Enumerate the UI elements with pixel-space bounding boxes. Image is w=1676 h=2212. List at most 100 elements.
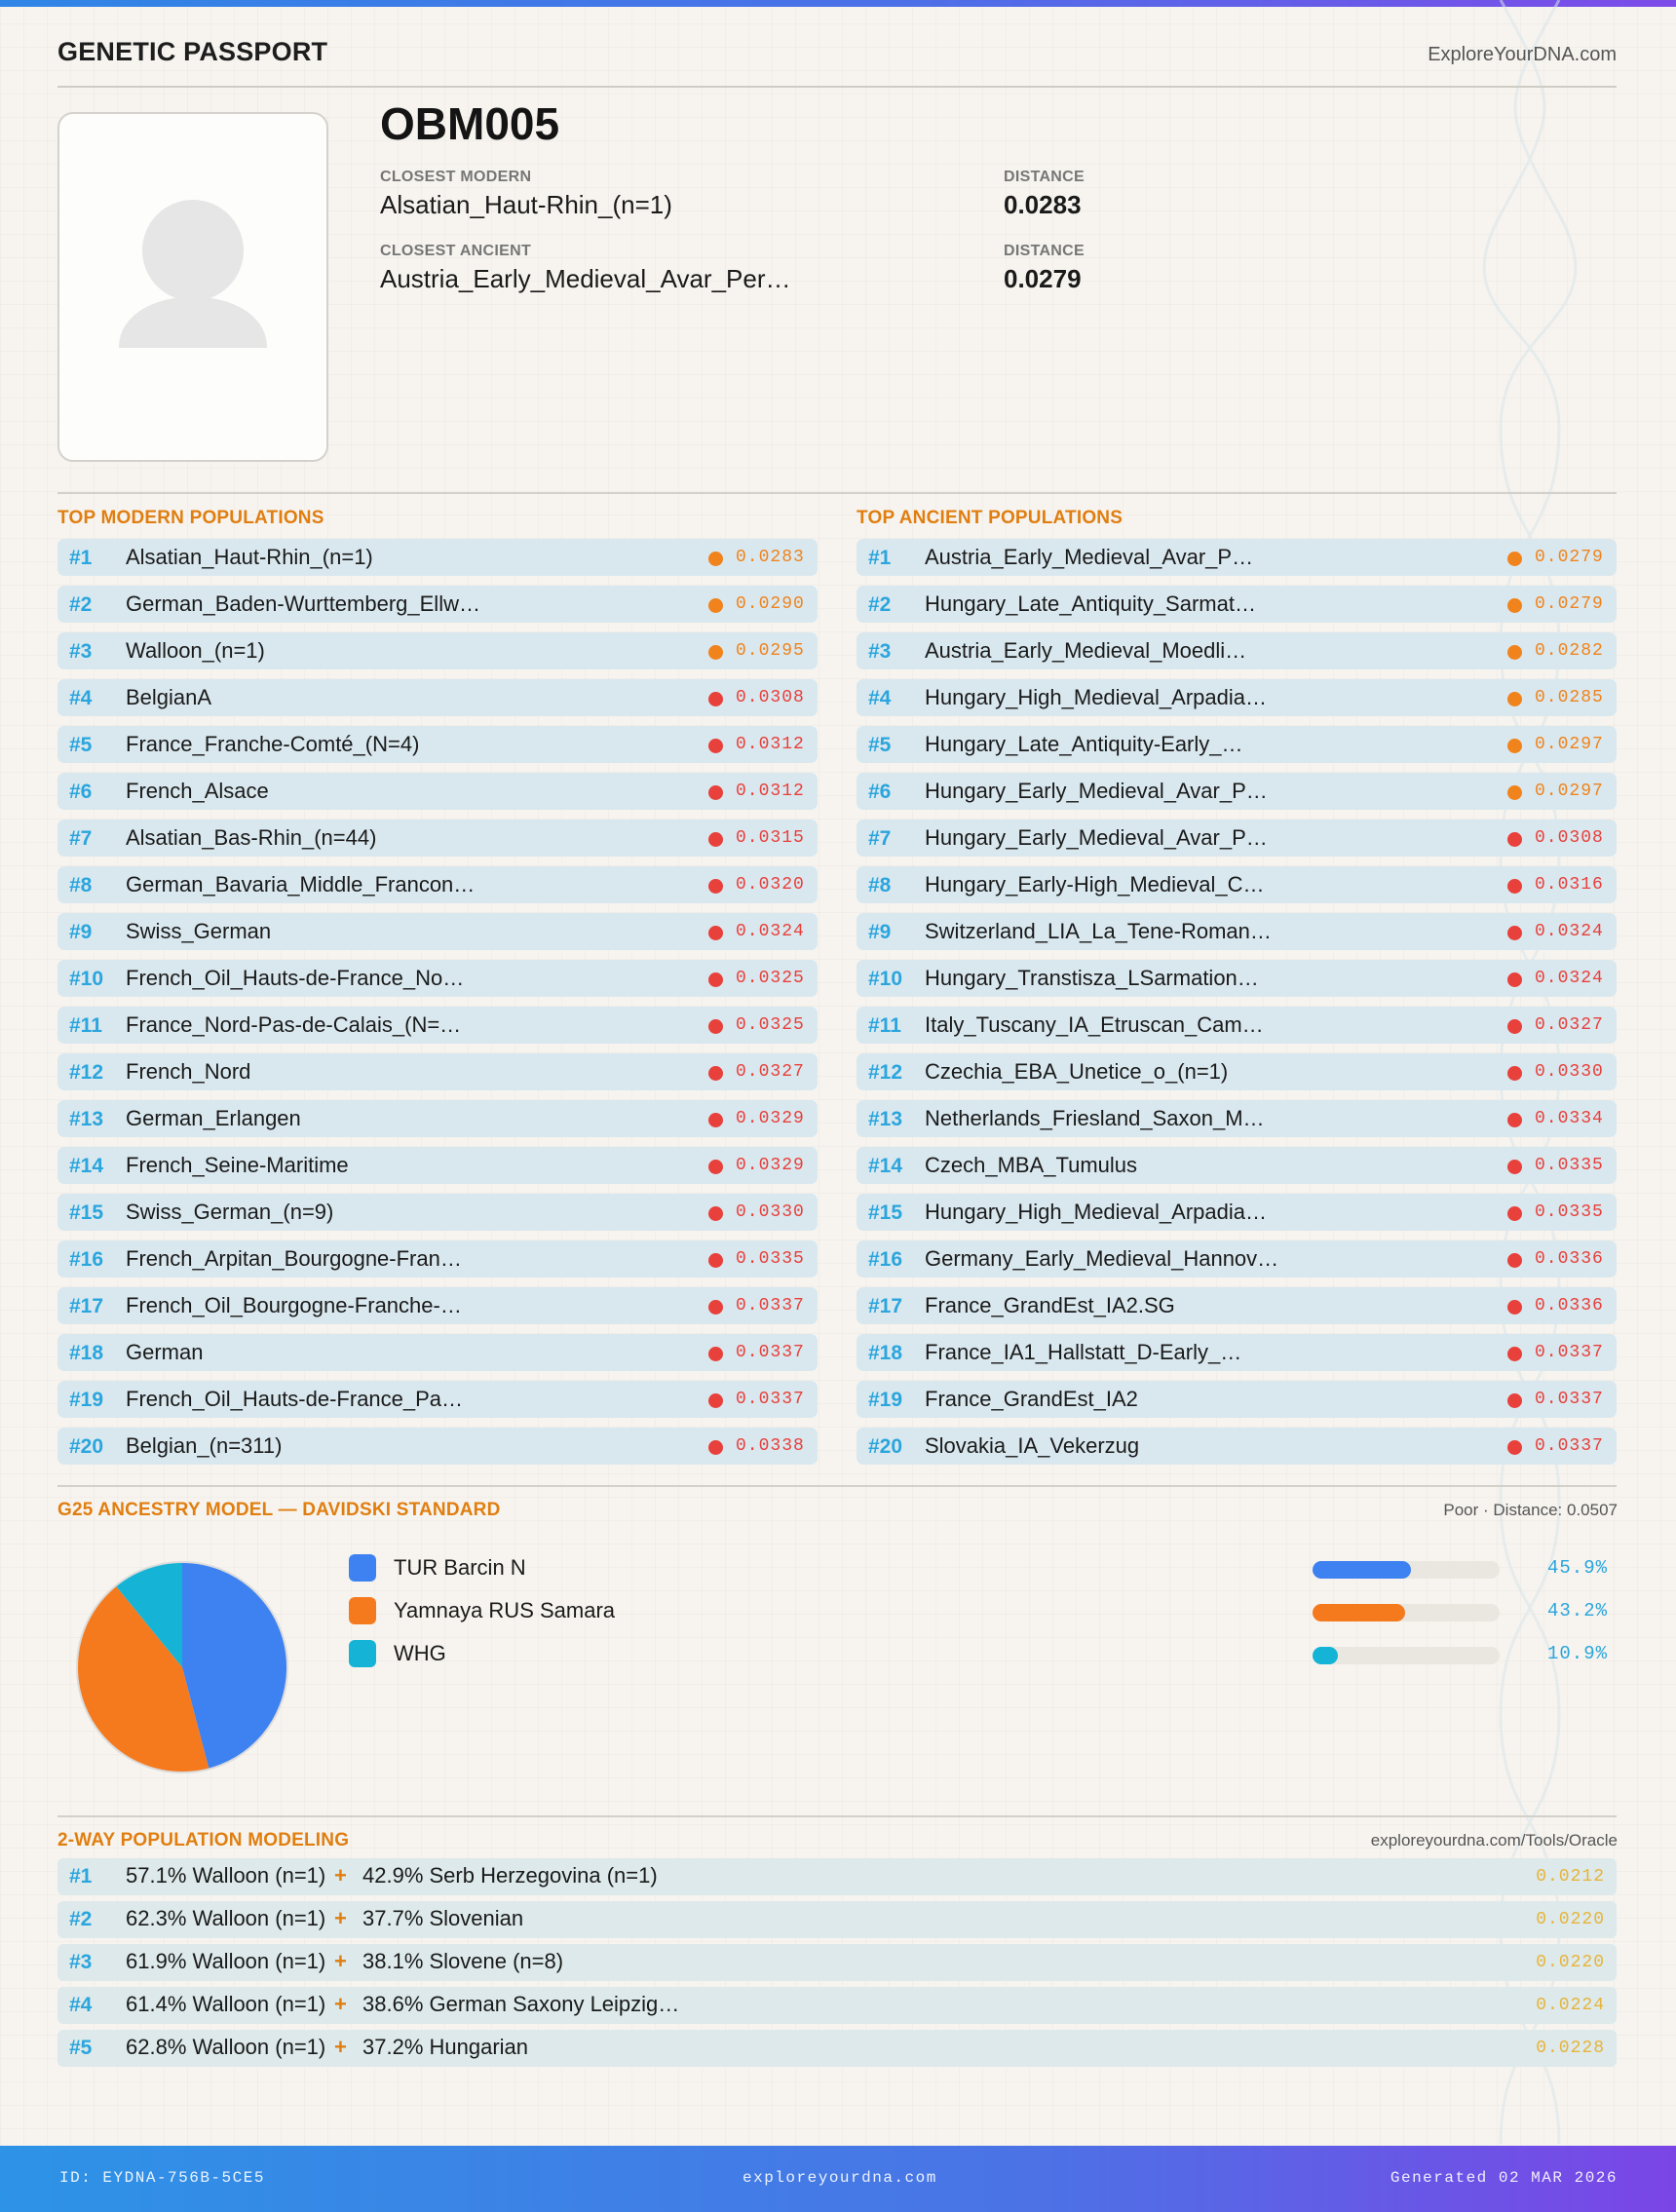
passport-header: GENETIC PASSPORT ExploreYourDNA.com [57, 33, 1617, 88]
population-name: Hungary_High_Medieval_Arpadia… [925, 685, 1267, 709]
population-row[interactable]: #9 Swiss_German 0.0324 [57, 913, 818, 950]
population-row[interactable]: #14 Czech_MBA_Tumulus 0.0335 [857, 1147, 1617, 1184]
population-row[interactable]: #15 Hungary_High_Medieval_Arpadia… 0.0335 [857, 1194, 1617, 1231]
model-row[interactable]: #1 57.1% Walloon (n=1) +42.9% Serb Herzego… [57, 1858, 1617, 1895]
population-name: Germany_Early_Medieval_Hannov… [925, 1246, 1279, 1271]
population-row[interactable]: #17 French_Oil_Bourgogne-Franche-… 0.0337 [57, 1287, 818, 1324]
footer-site[interactable]: exploreyourdna.com [743, 2169, 937, 2187]
distance-value: 0.0334 [1535, 1109, 1604, 1128]
population-row[interactable]: #8 Hungary_Early-High_Medieval_C… 0.0316 [857, 866, 1617, 903]
population-row[interactable]: #18 France_IA1_Hallstatt_D-Early_… 0.0337 [857, 1334, 1617, 1371]
distance-value: 0.0327 [1535, 1015, 1604, 1035]
distance-value: 0.0329 [736, 1156, 805, 1175]
distance-indicator-dot [1507, 1440, 1522, 1455]
model-row[interactable]: #2 62.3% Walloon (n=1) +37.7% Slovenian 0.0… [57, 1901, 1617, 1938]
two-way-model-list: #1 57.1% Walloon (n=1) +42.9% Serb Herzego… [57, 1858, 1617, 2073]
population-row[interactable]: #10 Hungary_Transtisza_LSarmation… 0.0324 [857, 960, 1617, 997]
percentage-bar-track [1313, 1561, 1500, 1579]
model-row[interactable]: #3 61.9% Walloon (n=1) +38.1% Slovene (n=8… [57, 1944, 1617, 1981]
population-row[interactable]: #12 French_Nord 0.0327 [57, 1053, 818, 1090]
population-name: Hungary_Early_Medieval_Avar_P… [925, 825, 1268, 850]
rank-number: #11 [69, 1014, 102, 1037]
rank-number: #19 [69, 1389, 104, 1411]
rank-number: #1 [69, 547, 93, 569]
population-name: Hungary_Early-High_Medieval_C… [925, 872, 1265, 896]
population-name: Netherlands_Friesland_Saxon_M… [925, 1106, 1265, 1130]
population-row[interactable]: #1 Alsatian_Haut-Rhin_(n=1) 0.0283 [57, 539, 818, 576]
model-row[interactable]: #4 61.4% Walloon (n=1) +38.6% German Saxon… [57, 1987, 1617, 2024]
rank-number: #18 [69, 1342, 104, 1364]
distance-value: 0.0327 [736, 1062, 805, 1082]
population-row[interactable]: #6 French_Alsace 0.0312 [57, 773, 818, 810]
population-row[interactable]: #3 Austria_Early_Medieval_Moedli… 0.0282 [857, 632, 1617, 669]
population-row[interactable]: #13 Netherlands_Friesland_Saxon_M… 0.0334 [857, 1100, 1617, 1137]
population-row[interactable]: #5 France_Franche-Comté_(N=4) 0.0312 [57, 726, 818, 763]
rank-number: #1 [868, 547, 892, 569]
population-name: Austria_Early_Medieval_Avar_P… [925, 545, 1254, 569]
population-row[interactable]: #14 French_Seine-Maritime 0.0329 [57, 1147, 818, 1184]
population-row[interactable]: #9 Switzerland_LIA_La_Tene-Roman… 0.0324 [857, 913, 1617, 950]
population-row[interactable]: #8 German_Bavaria_Middle_Francon… 0.0320 [57, 866, 818, 903]
population-name: France_Nord-Pas-de-Calais_(N=… [126, 1012, 462, 1037]
population-row[interactable]: #13 German_Erlangen 0.0329 [57, 1100, 818, 1137]
population-row[interactable]: #6 Hungary_Early_Medieval_Avar_P… 0.0297 [857, 773, 1617, 810]
population-row[interactable]: #7 Hungary_Early_Medieval_Avar_P… 0.0308 [857, 820, 1617, 857]
rank-number: #12 [868, 1061, 903, 1084]
distance-value: 0.0297 [1535, 782, 1604, 801]
population-row[interactable]: #19 France_GrandEst_IA2 0.0337 [857, 1381, 1617, 1418]
population-row[interactable]: #11 Italy_Tuscany_IA_Etruscan_Cam… 0.0327 [857, 1007, 1617, 1044]
distance-value: 0.0337 [736, 1296, 805, 1316]
model-distance: 0.0228 [1536, 2039, 1605, 2058]
distance-indicator-dot [708, 739, 723, 753]
population-row[interactable]: #18 German 0.0337 [57, 1334, 818, 1371]
plus-sign: + [334, 1992, 347, 2016]
distance-indicator-dot [708, 645, 723, 660]
population-name: Hungary_Late_Antiquity-Early_… [925, 732, 1243, 756]
population-row[interactable]: #4 Hungary_High_Medieval_Arpadia… 0.0285 [857, 679, 1617, 716]
population-row[interactable]: #4 BelgianA 0.0308 [57, 679, 818, 716]
rank-number: #3 [69, 640, 93, 663]
population-row[interactable]: #20 Slovakia_IA_Vekerzug 0.0337 [857, 1428, 1617, 1465]
rank-number: #6 [69, 781, 93, 803]
population-name: France_Franche-Comté_(N=4) [126, 732, 420, 756]
population-row[interactable]: #5 Hungary_Late_Antiquity-Early_… 0.0297 [857, 726, 1617, 763]
population-row[interactable]: #20 Belgian_(n=311) 0.0338 [57, 1428, 818, 1465]
population-row[interactable]: #19 French_Oil_Hauts-de-France_Pa… 0.0337 [57, 1381, 818, 1418]
population-name: French_Oil_Bourgogne-Franche-… [126, 1293, 462, 1317]
population-name: German_Erlangen [126, 1106, 301, 1130]
rank-number: #2 [69, 1908, 93, 1930]
rank-number: #10 [868, 968, 903, 990]
population-name: French_Oil_Hauts-de-France_No… [126, 966, 465, 990]
distance-indicator-dot [1507, 1206, 1522, 1221]
population-row[interactable]: #10 French_Oil_Hauts-de-France_No… 0.0325 [57, 960, 818, 997]
population-row[interactable]: #2 German_Baden-Wurttemberg_Ellw… 0.0290 [57, 586, 818, 623]
distance-indicator-dot [1507, 1066, 1522, 1081]
distance-value: 0.0338 [736, 1436, 805, 1456]
footer-bar: ID: EYDNA-756B-5CE5 exploreyourdna.com G… [0, 2146, 1676, 2212]
rank-number: #4 [868, 687, 892, 709]
percentage-value: 45.9% [1546, 1557, 1608, 1579]
population-row[interactable]: #2 Hungary_Late_Antiquity_Sarmat… 0.0279 [857, 586, 1617, 623]
population-row[interactable]: #16 French_Arpitan_Bourgogne-Fran… 0.0335 [57, 1240, 818, 1278]
population-row[interactable]: #12 Czechia_EBA_Unetice_o_(n=1) 0.0330 [857, 1053, 1617, 1090]
population-name: Hungary_Early_Medieval_Avar_P… [925, 779, 1268, 803]
population-row[interactable]: #11 France_Nord-Pas-de-Calais_(N=… 0.0325 [57, 1007, 818, 1044]
distance-value: 0.0312 [736, 782, 805, 801]
population-row[interactable]: #7 Alsatian_Bas-Rhin_(n=44) 0.0315 [57, 820, 818, 857]
distance-indicator-dot [1507, 879, 1522, 894]
model-row[interactable]: #5 62.8% Walloon (n=1) +37.2% Hungarian 0.0… [57, 2030, 1617, 2067]
distance-value: 0.0335 [1535, 1202, 1604, 1222]
population-name: Swiss_German_(n=9) [126, 1200, 334, 1224]
oracle-tool-link[interactable]: exploreyourdna.com/Tools/Oracle [1370, 1831, 1618, 1850]
population-row[interactable]: #15 Swiss_German_(n=9) 0.0330 [57, 1194, 818, 1231]
population-row[interactable]: #17 France_GrandEst_IA2.SG 0.0336 [857, 1287, 1617, 1324]
population-row[interactable]: #16 Germany_Early_Medieval_Hannov… 0.0336 [857, 1240, 1617, 1278]
ancestry-pie-chart [76, 1561, 288, 1773]
population-name: France_GrandEst_IA2.SG [925, 1293, 1175, 1317]
rank-number: #5 [69, 734, 93, 756]
brand-site-link[interactable]: ExploreYourDNA.com [1428, 44, 1617, 65]
legend-swatch [349, 1640, 376, 1667]
population-row[interactable]: #3 Walloon_(n=1) 0.0295 [57, 632, 818, 669]
distance-indicator-dot [708, 879, 723, 894]
population-row[interactable]: #1 Austria_Early_Medieval_Avar_P… 0.0279 [857, 539, 1617, 576]
